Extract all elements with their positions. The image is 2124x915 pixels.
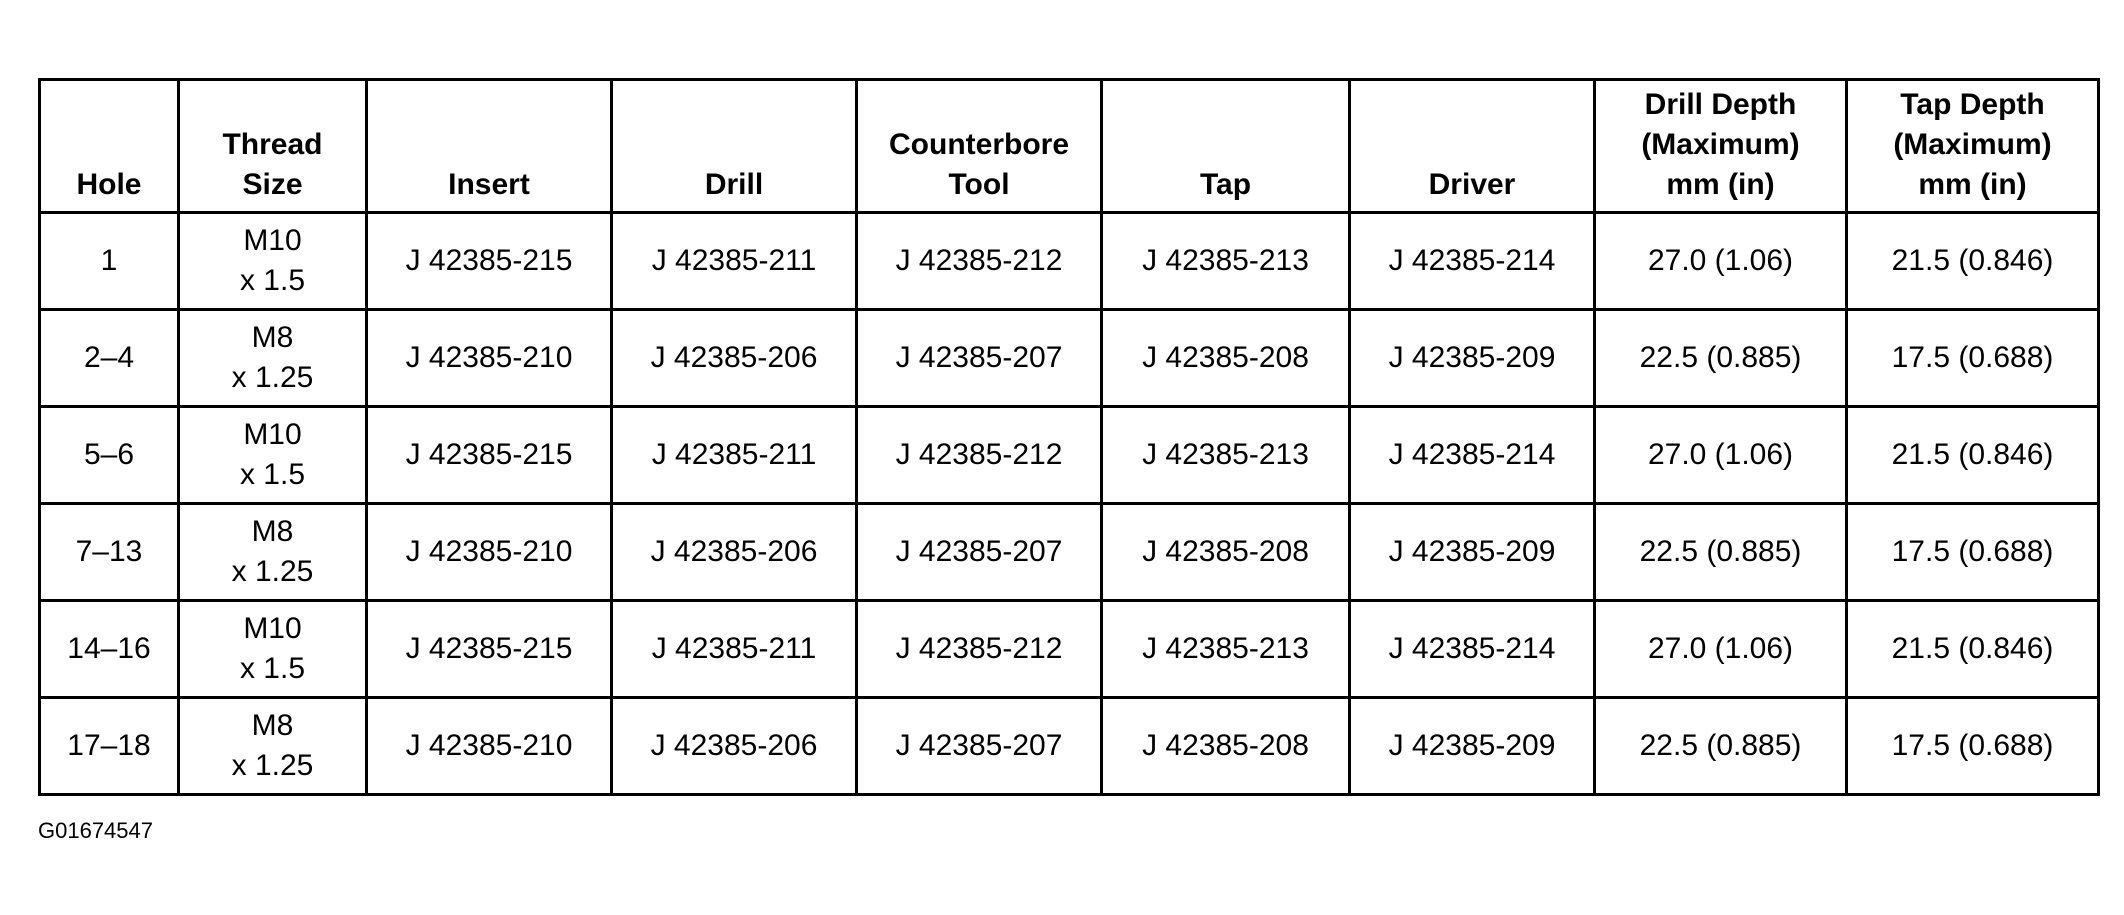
cell-counterbore-tool: J 42385-212: [855, 211, 1103, 311]
cell-drill: J 42385-206: [610, 308, 858, 408]
column-header-tap: Tap: [1100, 78, 1351, 214]
table-row: 2–4 M8 x 1.25 J 42385-210 J 42385-206 J 42385…: [38, 308, 2100, 408]
column-header-insert: Insert: [365, 78, 613, 214]
cell-counterbore-tool: J 42385-212: [855, 599, 1103, 699]
cell-insert: J 42385-215: [365, 211, 613, 311]
cell-hole: 5–6: [38, 405, 180, 505]
cell-insert: J 42385-215: [365, 599, 613, 699]
cell-insert: J 42385-210: [365, 308, 613, 408]
cell-driver: J 42385-214: [1348, 599, 1596, 699]
cell-drill-depth: 22.5 (0.885): [1593, 502, 1848, 602]
cell-counterbore-tool: J 42385-212: [855, 405, 1103, 505]
column-header-counterbore-tool: Counterbore Tool: [855, 78, 1103, 214]
cell-insert: J 42385-210: [365, 696, 613, 796]
cell-counterbore-tool: J 42385-207: [855, 502, 1103, 602]
cell-driver: J 42385-209: [1348, 308, 1596, 408]
cell-tap: J 42385-208: [1100, 696, 1351, 796]
cell-hole: 17–18: [38, 696, 180, 796]
cell-thread-size: M8 x 1.25: [177, 502, 368, 602]
cell-driver: J 42385-209: [1348, 696, 1596, 796]
table-row: 17–18 M8 x 1.25 J 42385-210 J 42385-206 J 423…: [38, 696, 2100, 796]
cell-drill: J 42385-211: [610, 599, 858, 699]
cell-drill-depth: 27.0 (1.06): [1593, 405, 1848, 505]
cell-tap-depth: 21.5 (0.846): [1845, 599, 2100, 699]
cell-hole: 7–13: [38, 502, 180, 602]
column-header-driver: Driver: [1348, 78, 1596, 214]
table-row: 7–13 M8 x 1.25 J 42385-210 J 42385-206 J 4238…: [38, 502, 2100, 602]
cell-thread-size: M10 x 1.5: [177, 599, 368, 699]
cell-tap: J 42385-213: [1100, 599, 1351, 699]
table-row: 5–6 M10 x 1.5 J 42385-215 J 42385-211 J 42385…: [38, 405, 2100, 505]
column-header-hole: Hole: [38, 78, 180, 214]
table-row: 1 M10 x 1.5 J 42385-215 J 42385-211 J 42385-2…: [38, 211, 2100, 311]
cell-drill: J 42385-206: [610, 696, 858, 796]
cell-tap: J 42385-208: [1100, 308, 1351, 408]
cell-tap: J 42385-208: [1100, 502, 1351, 602]
cell-tap-depth: 21.5 (0.846): [1845, 211, 2100, 311]
cell-drill: J 42385-211: [610, 211, 858, 311]
cell-drill-depth: 22.5 (0.885): [1593, 308, 1848, 408]
cell-counterbore-tool: J 42385-207: [855, 308, 1103, 408]
cell-thread-size: M8 x 1.25: [177, 696, 368, 796]
cell-insert: J 42385-215: [365, 405, 613, 505]
column-header-thread-size: Thread Size: [177, 78, 368, 214]
cell-drill: J 42385-211: [610, 405, 858, 505]
cell-thread-size: M8 x 1.25: [177, 308, 368, 408]
column-header-drill: Drill: [610, 78, 858, 214]
table-row: 14–16 M10 x 1.5 J 42385-215 J 42385-211 J 423…: [38, 599, 2100, 699]
cell-drill-depth: 27.0 (1.06): [1593, 211, 1848, 311]
cell-hole: 1: [38, 211, 180, 311]
cell-tap: J 42385-213: [1100, 211, 1351, 311]
cell-counterbore-tool: J 42385-207: [855, 696, 1103, 796]
cell-driver: J 42385-214: [1348, 211, 1596, 311]
cell-drill-depth: 22.5 (0.885): [1593, 696, 1848, 796]
cell-drill: J 42385-206: [610, 502, 858, 602]
cell-tap: J 42385-213: [1100, 405, 1351, 505]
cell-hole: 14–16: [38, 599, 180, 699]
cell-tap-depth: 21.5 (0.846): [1845, 405, 2100, 505]
cell-driver: J 42385-214: [1348, 405, 1596, 505]
tool-specification-table: Hole Thread Size Insert Drill Counterbore Tool…: [38, 78, 2100, 796]
cell-thread-size: M10 x 1.5: [177, 211, 368, 311]
figure-id-caption: G01674547: [38, 818, 153, 843]
header-row: Hole Thread Size Insert Drill Counterbore Tool…: [38, 78, 2100, 214]
cell-driver: J 42385-209: [1348, 502, 1596, 602]
cell-tap-depth: 17.5 (0.688): [1845, 696, 2100, 796]
cell-tap-depth: 17.5 (0.688): [1845, 502, 2100, 602]
cell-drill-depth: 27.0 (1.06): [1593, 599, 1848, 699]
cell-insert: J 42385-210: [365, 502, 613, 602]
column-header-drill-depth: Drill Depth (Maximum) mm (in): [1593, 78, 1848, 214]
cell-tap-depth: 17.5 (0.688): [1845, 308, 2100, 408]
column-header-tap-depth: Tap Depth (Maximum) mm (in): [1845, 78, 2100, 214]
cell-thread-size: M10 x 1.5: [177, 405, 368, 505]
cell-hole: 2–4: [38, 308, 180, 408]
